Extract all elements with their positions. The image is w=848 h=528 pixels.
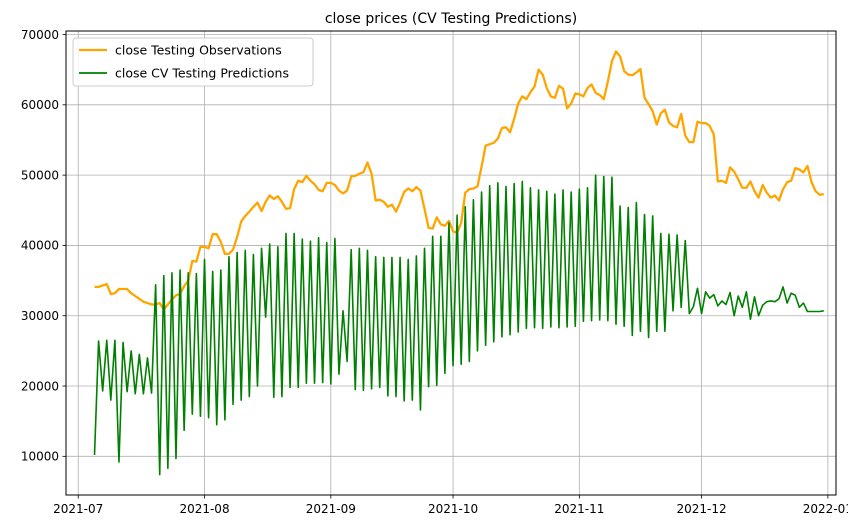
legend: close Testing Observations close CV Test… <box>72 37 314 87</box>
y-tick-label: 20000 <box>21 379 59 393</box>
x-tick-label: 2021-09 <box>306 502 356 516</box>
x-tick-label: 2021-08 <box>179 502 229 516</box>
x-tick-label: 2021-11 <box>554 502 604 516</box>
chart-title: close prices (CV Testing Predictions) <box>325 11 577 27</box>
plot-series <box>93 50 824 476</box>
y-tick-label: 60000 <box>21 98 59 112</box>
x-tick-label: 2022-01 <box>803 502 848 516</box>
x-tick-label: 2021-12 <box>676 502 726 516</box>
y-tick-label: 40000 <box>21 239 59 253</box>
legend-label-observations: close Testing Observations <box>115 43 282 58</box>
plot-frame <box>65 30 837 496</box>
y-tick-label: 10000 <box>21 450 59 464</box>
legend-box <box>72 37 314 87</box>
x-tick-label: 2021-07 <box>53 502 103 516</box>
series-line-predictions <box>93 174 824 476</box>
y-axis: 10000 20000 30000 40000 50000 60000 70000 <box>21 28 66 464</box>
y-tick-label: 30000 <box>21 309 59 323</box>
x-tick-label: 2021-10 <box>428 502 478 516</box>
series-line-observations <box>94 50 824 311</box>
legend-label-predictions: close CV Testing Predictions <box>115 66 289 81</box>
y-tick-label: 50000 <box>21 168 59 182</box>
y-tick-label: 70000 <box>21 28 59 42</box>
x-axis: 2021-07 2021-08 2021-09 2021-10 2021-11 2021-… <box>53 495 848 516</box>
